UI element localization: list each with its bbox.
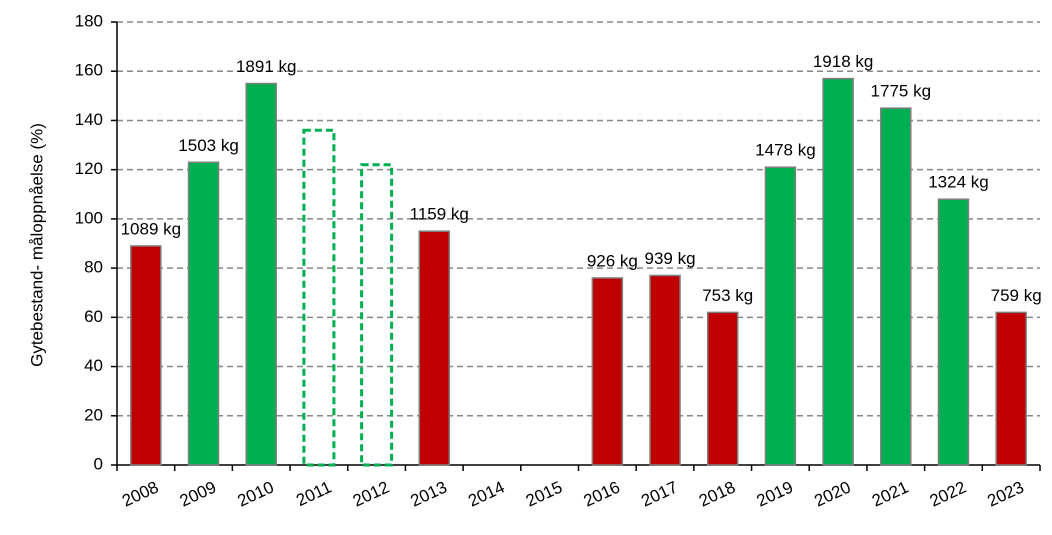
- y-tick-label: 180: [75, 11, 103, 30]
- bar-annotation: 753 kg: [702, 286, 753, 305]
- bar-annotation: 1089 kg: [121, 219, 182, 238]
- bar: [706, 311, 739, 466]
- bar: [245, 82, 277, 466]
- x-tick-label: 2012: [350, 477, 392, 510]
- x-tick-label: 2023: [984, 477, 1026, 510]
- bar: [187, 161, 220, 466]
- y-tick-label: 140: [75, 110, 103, 129]
- bar-annotation: 1159 kg: [410, 205, 469, 224]
- bar-annotation: 1324 kg: [928, 173, 989, 192]
- y-tick-label: 0: [94, 454, 103, 473]
- bar-annotation: 759 kg: [991, 286, 1042, 305]
- y-tick-label: 100: [75, 208, 103, 227]
- x-tick-label: 2019: [754, 477, 796, 510]
- bar: [302, 128, 336, 467]
- x-tick-label: 2010: [234, 477, 276, 510]
- x-tick-label: 2016: [581, 477, 623, 510]
- bar: [995, 311, 1027, 466]
- y-tick-label: 20: [84, 405, 103, 424]
- bar: [360, 163, 394, 467]
- x-tick-label: 2021: [869, 477, 911, 510]
- bar: [649, 274, 681, 466]
- bar-annotation: 1918 kg: [813, 52, 874, 71]
- bar-annotation: 1775 kg: [871, 82, 932, 101]
- x-tick-label: 2015: [523, 477, 565, 510]
- bar-annotation: 1478 kg: [755, 141, 816, 160]
- x-tick-label: 2011: [293, 477, 334, 510]
- x-tick-label: 2009: [177, 477, 219, 510]
- x-tick-label: 2022: [927, 477, 969, 510]
- bar-annotation: 1891 kg: [236, 57, 297, 76]
- y-tick-label: 60: [84, 307, 103, 326]
- y-tick-label: 160: [75, 61, 103, 80]
- x-tick-label: 2014: [465, 477, 507, 510]
- y-tick-label: 120: [75, 159, 103, 178]
- bar-annotation: 939 kg: [645, 249, 696, 268]
- bar: [880, 107, 912, 466]
- bar: [130, 245, 162, 466]
- bar: [418, 230, 451, 466]
- y-tick-label: 80: [84, 258, 103, 277]
- x-tick-label: 2008: [119, 477, 161, 510]
- y-axis-label: Gytebestand- måloppnåelse (%): [27, 123, 46, 367]
- bar: [822, 77, 854, 466]
- bar-annotation: 1503 kg: [178, 136, 239, 155]
- bar: [591, 277, 624, 466]
- x-tick-label: 2013: [408, 477, 450, 510]
- bar: [937, 198, 970, 466]
- y-tick-label: 40: [84, 356, 103, 375]
- x-tick-label: 2017: [638, 477, 680, 510]
- bar: [764, 166, 797, 466]
- x-tick-label: 2020: [811, 477, 853, 510]
- bar-annotation: 926 kg: [587, 251, 638, 270]
- x-tick-label: 2018: [696, 477, 738, 510]
